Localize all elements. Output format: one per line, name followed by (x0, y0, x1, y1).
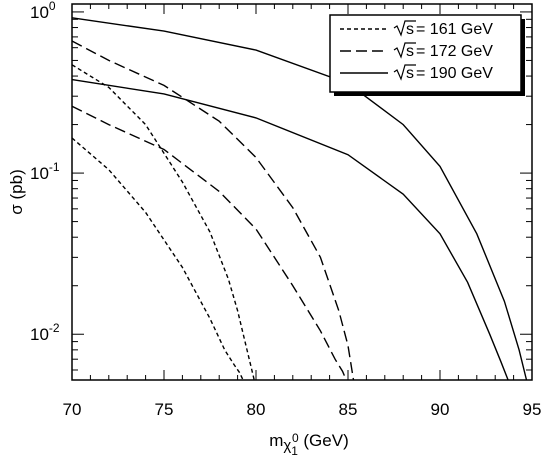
series-3-curve-1 (71, 17, 528, 381)
x-tick-label: 80 (247, 400, 266, 419)
legend-label-2: = 172 GeV (416, 43, 493, 60)
legend-label-1: = 161 GeV (416, 21, 493, 38)
series-1-curve-2 (71, 137, 244, 381)
legend-label-3-var: s (406, 65, 414, 82)
legend-sqrt-icon (393, 42, 416, 59)
legend-sqrt-icon (393, 20, 416, 37)
legend-label-2-var: s (406, 43, 414, 60)
x-tick-label: 75 (155, 400, 174, 419)
y-tick-labels: 100 10-1 10-2 (30, 0, 60, 344)
legend-box (329, 14, 522, 93)
plot-curves (71, 17, 528, 381)
x-axis-title: mχ10 (GeV) (269, 431, 348, 458)
x-tick-label: 70 (63, 400, 82, 419)
series-3-curve-2 (71, 78, 509, 381)
legend-label-3: = 190 GeV (416, 65, 493, 82)
x-tick-label: 90 (431, 400, 450, 419)
x-tick-labels: 70 75 80 85 90 95 (63, 400, 542, 419)
y-tick-label: 10-1 (30, 160, 60, 183)
x-tick-label: 85 (339, 400, 358, 419)
y-tick-label: 10-2 (30, 321, 60, 344)
y-tick-label: 100 (30, 0, 56, 22)
y-axis-title: σ (pb) (7, 169, 26, 214)
legend-label-1-var: s (406, 21, 414, 38)
series-2-curve-1 (71, 40, 355, 381)
plot-frame (71, 3, 533, 381)
series-2-curve-2 (71, 105, 347, 381)
x-tick-label: 95 (523, 400, 542, 419)
axis-ticks (71, 4, 533, 380)
series-1-curve-1 (71, 64, 255, 381)
legend-sqrt-icon (393, 64, 416, 81)
